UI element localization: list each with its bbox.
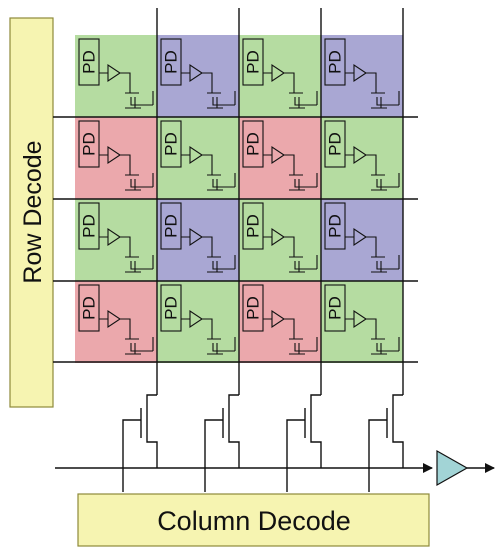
photodiode-label: PD [80,50,99,74]
photodiode-label: PD [326,296,345,320]
pixel-amplifier-circuit [263,227,318,273]
photodiode-box [324,284,346,332]
row-decode-label: Row Decode [19,140,47,283]
photodiode-label: PD [80,296,99,320]
column-decoder: Column Decode [77,493,430,547]
pixel-cell-red: PD [239,281,321,363]
pixel-amplifier-circuit [181,309,236,355]
pixel-array: PD PD PD PD PD PD PD PD PD PD PD PD PD PD PD PD [75,35,403,363]
photodiode-label: PD [244,296,263,320]
pixel-cell-blue: PD [157,35,239,117]
pixel-cell-red: PD [75,281,157,363]
row-decoder: Row Decode [9,17,54,408]
photodiode-box [324,202,346,250]
pixel-cell-blue: PD [157,199,239,281]
photodiode-box [78,284,100,332]
photodiode-label: PD [244,214,263,238]
photodiode-box [242,38,264,86]
column-readout-circuit [122,365,404,492]
pixel-cell-green: PD [75,199,157,281]
column-select-transistor [204,365,240,492]
pixel-amplifier-circuit [181,145,236,191]
pixel-cell-blue: PD [321,35,403,117]
pixel-amplifier-circuit [181,63,236,109]
photodiode-label: PD [162,50,181,74]
photodiode-box [160,202,182,250]
pixel-cell-green: PD [239,199,321,281]
photodiode-box [242,120,264,168]
pixel-cell-blue: PD [321,199,403,281]
photodiode-label: PD [244,50,263,74]
pixel-cell-green: PD [75,35,157,117]
pixel-amplifier-circuit [345,63,400,109]
column-decode-label: Column Decode [157,506,351,536]
photodiode-label: PD [80,214,99,238]
photodiode-label: PD [162,214,181,238]
pixel-cell-red: PD [239,117,321,199]
column-select-transistor [286,365,322,492]
photodiode-box [160,38,182,86]
pixel-cell-green: PD [157,281,239,363]
photodiode-box [324,38,346,86]
pixel-amplifier-circuit [345,309,400,355]
array-wiring [53,8,418,365]
photodiode-box [78,120,100,168]
photodiode-label: PD [162,296,181,320]
photodiode-label: PD [326,50,345,74]
photodiode-label: PD [326,214,345,238]
pixel-cell-green: PD [157,117,239,199]
pixel-amplifier-circuit [263,309,318,355]
pixel-amplifier-circuit [99,227,154,273]
pixel-cell-green: PD [321,117,403,199]
pixel-amplifier-circuit [99,145,154,191]
column-select-transistor [368,365,404,492]
photodiode-label: PD [162,132,181,156]
photodiode-box [160,120,182,168]
photodiode-box [324,120,346,168]
photodiode-label: PD [80,132,99,156]
column-select-transistor [122,365,158,492]
pixel-amplifier-circuit [181,227,236,273]
pixel-amplifier-circuit [99,309,154,355]
output-amplifier-triangle [436,449,469,487]
pixel-amplifier-circuit [99,63,154,109]
photodiode-label: PD [244,132,263,156]
pixel-amplifier-circuit [263,145,318,191]
pixel-amplifier-circuit [345,227,400,273]
pixel-cell-green: PD [239,35,321,117]
photodiode-box [242,284,264,332]
photodiode-box [160,284,182,332]
photodiode-box [78,38,100,86]
photodiode-box [242,202,264,250]
pixel-amplifier-circuit [263,63,318,109]
pixel-cell-green: PD [321,281,403,363]
pixel-amplifier-circuit [345,145,400,191]
photodiode-box [78,202,100,250]
pixel-cell-red: PD [75,117,157,199]
photodiode-label: PD [326,132,345,156]
